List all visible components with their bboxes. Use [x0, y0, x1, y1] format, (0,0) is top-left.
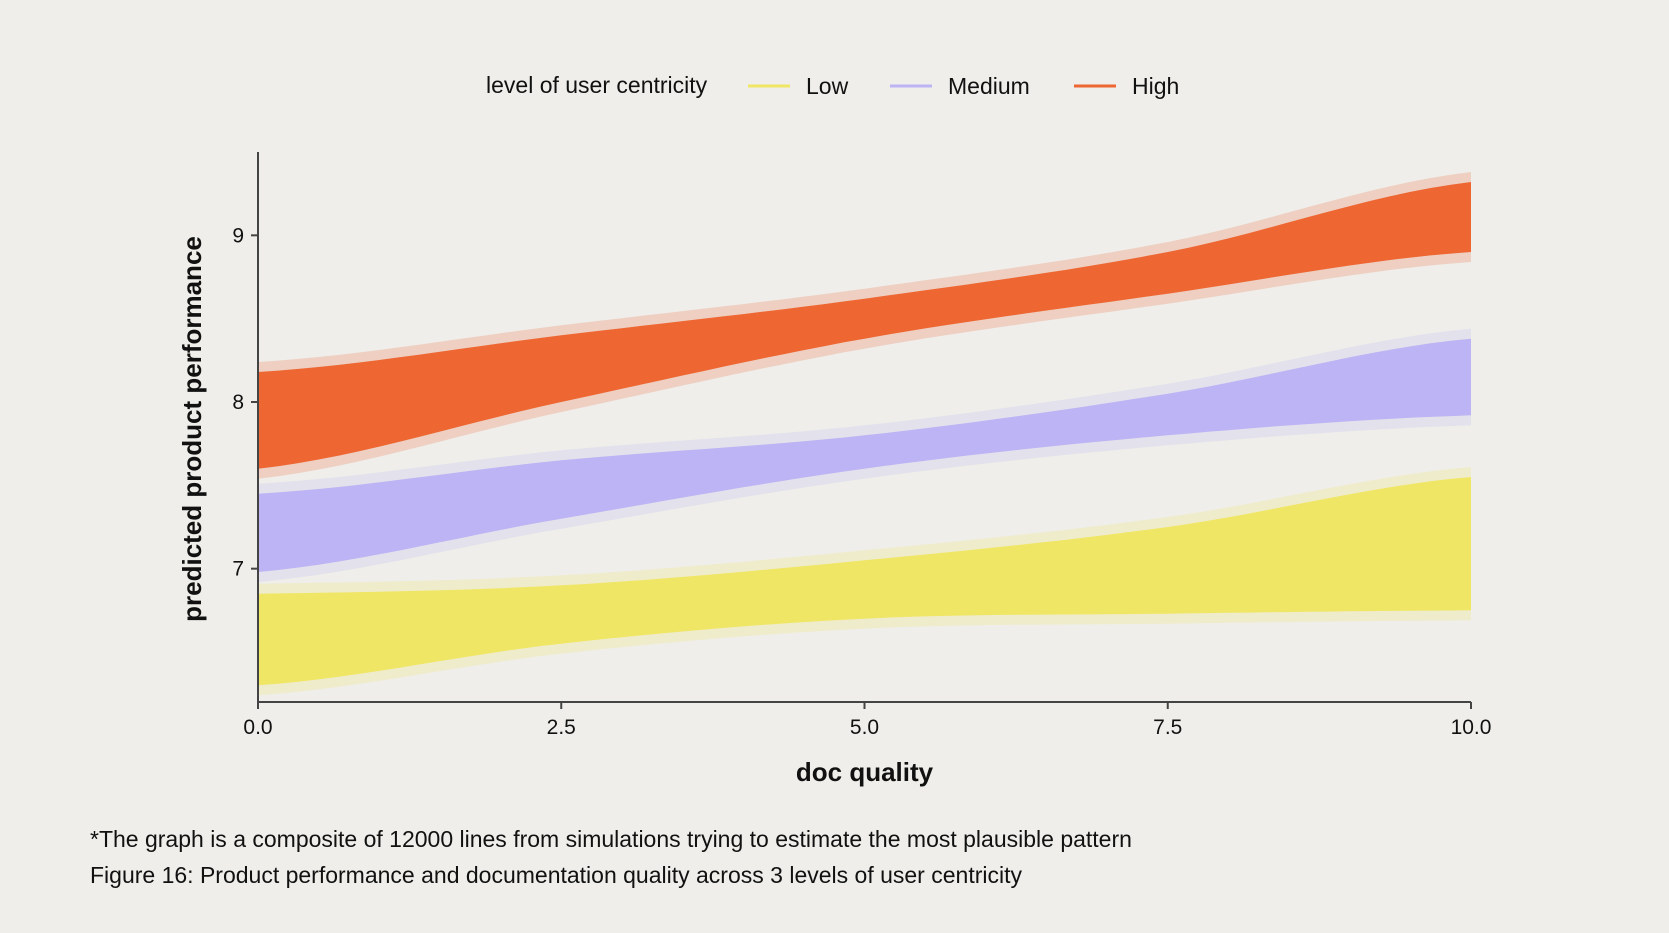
y-tick-label: 7 — [232, 558, 244, 581]
x-tick-label: 0.0 — [243, 716, 272, 739]
y-tick-label: 9 — [232, 224, 244, 247]
x-axis-title: doc quality — [796, 757, 934, 787]
y-axis-title: predicted product performance — [177, 236, 207, 622]
axes: 0.0 2.5 5.0 7.5 10.0 7 8 9 — [232, 152, 1491, 739]
legend-title: level of user centricity — [486, 72, 708, 98]
legend-label-high: High — [1132, 73, 1179, 99]
x-tick-label: 2.5 — [547, 716, 576, 739]
series-band-low — [258, 477, 1471, 686]
series-bands — [258, 172, 1471, 696]
x-tick-label: 7.5 — [1153, 716, 1182, 739]
y-tick-label: 8 — [232, 391, 244, 414]
x-tick-label: 5.0 — [850, 716, 879, 739]
legend: level of user centricity Low Medium High — [486, 72, 1179, 99]
series-band-medium — [258, 338, 1471, 572]
composite-note: *The graph is a composite of 12000 lines… — [90, 826, 1132, 852]
figure-caption: Figure 16: Product performance and docum… — [90, 862, 1022, 888]
series-band-high — [258, 182, 1471, 469]
legend-label-low: Low — [806, 73, 849, 99]
x-tick-label: 10.0 — [1451, 716, 1492, 739]
legend-label-medium: Medium — [948, 73, 1030, 99]
